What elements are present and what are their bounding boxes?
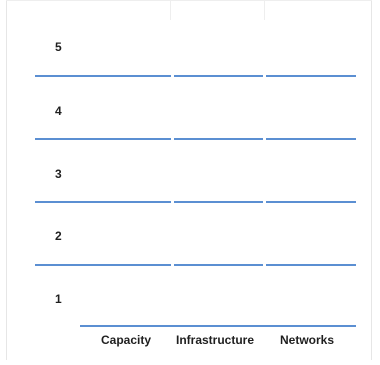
frame-column-divider xyxy=(170,0,171,20)
level-divider-5-4 xyxy=(35,75,356,77)
frame-column-divider xyxy=(264,0,265,20)
level-label-2: 2 xyxy=(55,229,62,243)
table-frame xyxy=(6,0,372,360)
frame-top-border xyxy=(6,0,372,1)
level-label-1: 1 xyxy=(55,292,62,306)
level-divider-3-2 xyxy=(35,201,356,203)
column-label-infrastructure: Infrastructure xyxy=(176,333,255,347)
level-divider-2-1 xyxy=(35,264,356,266)
level-label-5: 5 xyxy=(55,40,62,54)
column-label-networks: Networks xyxy=(280,333,335,347)
level-label-4: 4 xyxy=(55,104,62,118)
column-baseline xyxy=(80,325,356,327)
level-label-3: 3 xyxy=(55,167,62,181)
column-label-capacity: Capacity xyxy=(101,333,152,347)
level-divider-4-3 xyxy=(35,138,356,140)
